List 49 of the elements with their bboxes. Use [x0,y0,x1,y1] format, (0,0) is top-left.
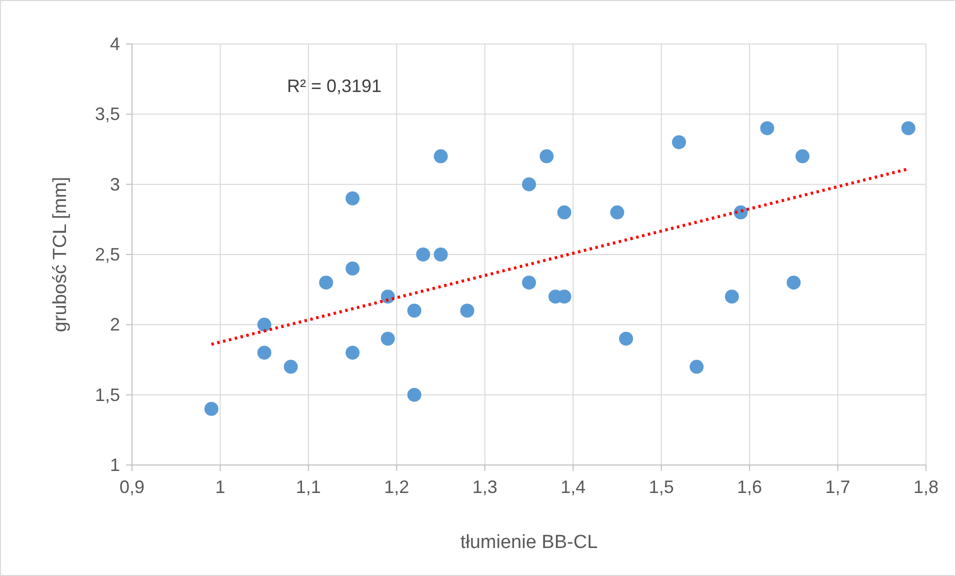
x-tick-label: 1,1 [296,477,321,497]
y-tick-label: 2,5 [94,244,120,264]
point [380,332,395,346]
point [407,388,422,402]
y-tick-label: 3 [110,174,120,194]
point [204,402,218,416]
y-tick-label: 3,5 [94,104,120,124]
point [540,149,554,164]
point [346,262,360,276]
point [786,276,801,290]
x-tick-label: 1,8 [913,477,939,497]
x-tick-label: 1,6 [737,477,762,497]
x-tick-label: 0,9 [119,477,145,497]
point [460,304,474,318]
point [434,149,448,164]
point [795,149,810,164]
annotation: R² = 0,3191 [287,76,382,96]
x-tick-label: 1,3 [472,477,498,497]
point [407,304,422,318]
point [284,360,298,374]
point [257,346,272,360]
point [346,191,360,206]
x-tick-label: 1,5 [648,477,674,497]
point [380,290,395,304]
point [434,248,448,262]
x-tick-label: 1,4 [560,477,586,497]
point [690,360,704,374]
point [557,205,572,220]
point [522,276,536,290]
y-tick-label: 2 [110,314,120,335]
point [319,276,334,290]
point [346,346,360,360]
y-tick-label: 1,5 [94,384,120,405]
x-axis-title: tłumienie BB-CL [460,532,598,553]
point [416,248,430,262]
point [672,135,686,150]
point [724,290,739,304]
point [760,121,774,136]
y-tick-label: 1 [110,455,120,475]
y-tick-label: 4 [110,34,120,54]
point [610,205,624,220]
point [619,332,634,346]
y-axis-title: grubość TCL [mm] [50,176,71,332]
x-tick-label: 1 [215,477,226,497]
point [257,318,272,332]
point [901,121,916,136]
x-tick-label: 1,7 [825,477,850,497]
x-tick-label: 1,2 [384,477,410,497]
point [522,177,536,192]
